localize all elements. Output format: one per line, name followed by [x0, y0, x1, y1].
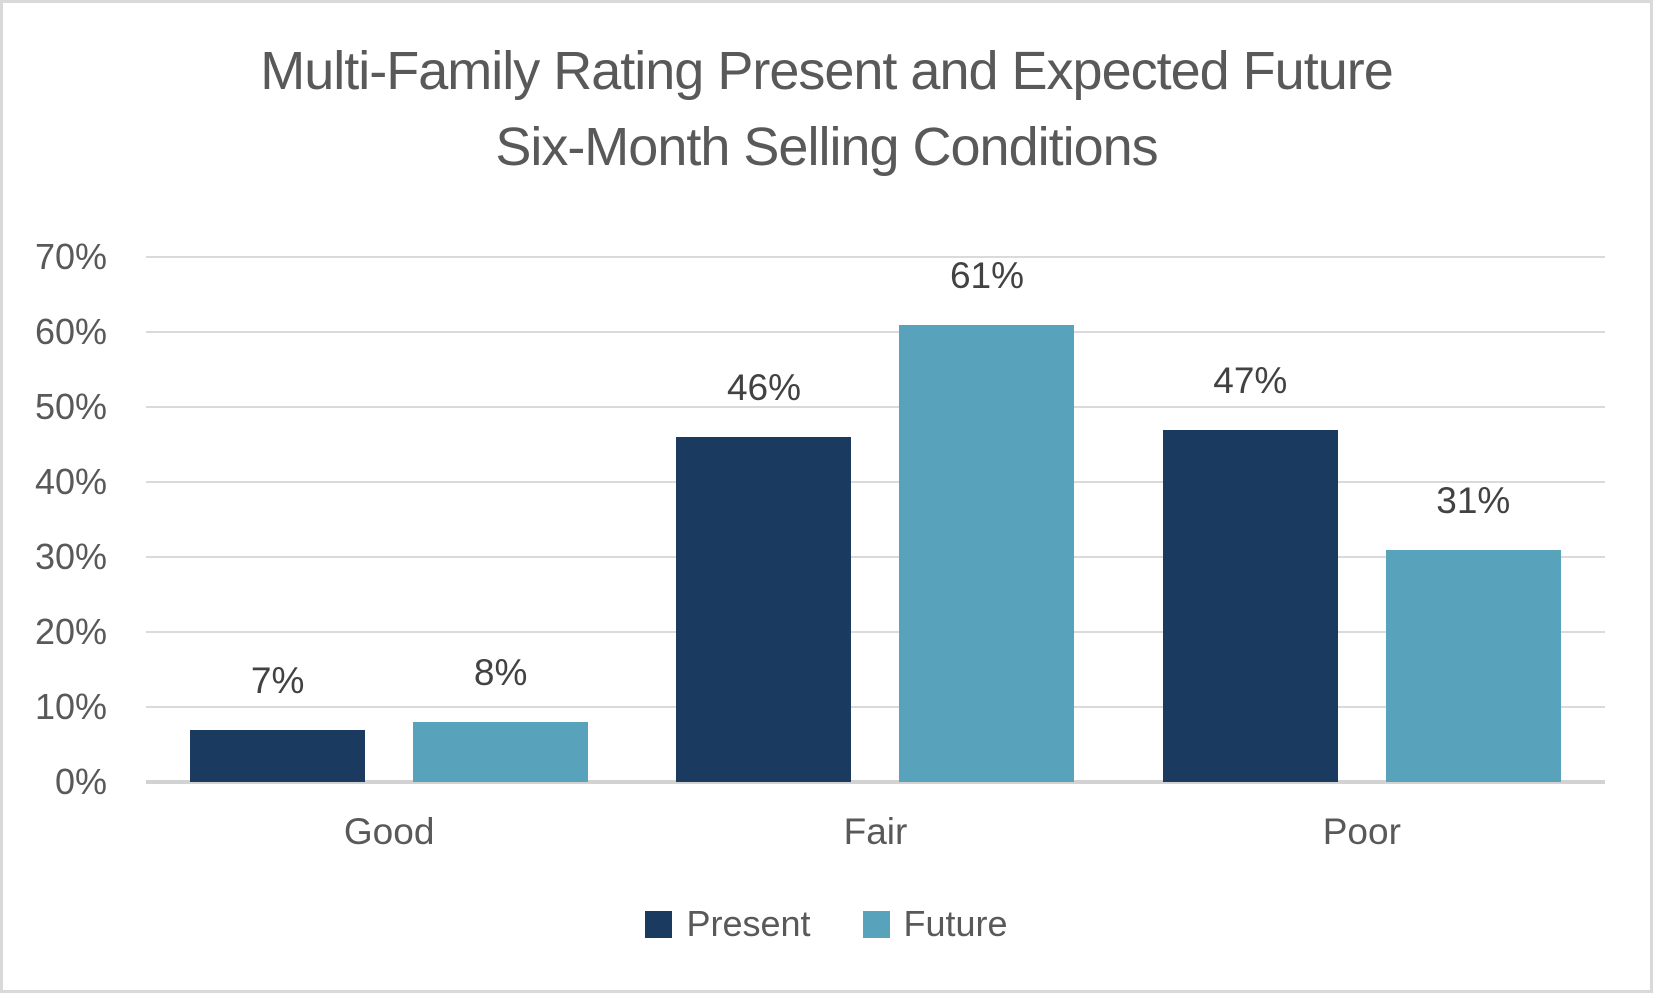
gridline: [146, 556, 1605, 558]
bar-group-poor: 47% 31%: [1119, 257, 1605, 782]
bar-slot: 46%: [676, 257, 852, 782]
bar-pair: 46% 61%: [676, 254, 1075, 782]
gridline: [146, 706, 1605, 709]
bar-slot: 31%: [1385, 257, 1561, 782]
bar-present-fair: [676, 437, 852, 782]
y-axis-tick-labels: 0% 10% 20% 30% 40% 50% 60% 70%: [3, 236, 115, 802]
y-tick-label: 10%: [34, 686, 107, 727]
legend-label-present: Present: [686, 903, 811, 944]
bar-value-label: 47%: [1213, 359, 1288, 401]
chart-title-line-2: Six-Month Selling Conditions: [495, 117, 1158, 177]
legend: Present Future: [3, 903, 1650, 945]
bar-value-label: 8%: [473, 652, 528, 693]
bar-group-fair: 46% 61%: [632, 254, 1118, 782]
bar-future-fair: [899, 324, 1075, 782]
gridline: [146, 256, 1605, 258]
gridline: [146, 406, 1605, 408]
y-tick-label: 0%: [54, 761, 107, 802]
category-label-poor: Poor: [1322, 811, 1401, 852]
bar-value-label: 31%: [1436, 479, 1511, 521]
legend-item-present: Present: [645, 903, 811, 945]
y-tick-label: 30%: [34, 536, 107, 577]
gridline: [146, 631, 1605, 634]
bar-slot: 7%: [190, 257, 366, 782]
bar-future-poor: [1385, 549, 1561, 782]
bar-slot: 47%: [1162, 257, 1338, 782]
bar-value-label: 7%: [250, 659, 305, 701]
chart-title-line-1: Multi-Family Rating Present and Expected…: [260, 41, 1394, 101]
legend-item-future: Future: [862, 903, 1008, 945]
y-tick-label: 40%: [34, 461, 107, 502]
bar-value-label: 46%: [726, 367, 802, 408]
y-tick-label: 20%: [34, 611, 107, 652]
gridline: [146, 331, 1605, 333]
legend-label-future: Future: [903, 903, 1008, 944]
bar-groups: 7% 8% 46% 61% 47% 31%: [146, 254, 1605, 782]
plot-area: 7% 8% 46% 61% 47% 31%: [146, 254, 1605, 784]
chart-title: Multi-Family Rating Present and Expected…: [3, 33, 1650, 185]
category-labels: Good Fair Poor: [146, 811, 1605, 853]
bar-slot: 8%: [413, 257, 589, 782]
bar-present-poor: [1162, 429, 1338, 782]
bar-present-good: [190, 729, 366, 782]
x-axis-line: [146, 780, 1605, 784]
legend-swatch-future: [862, 910, 890, 938]
category-label-good: Good: [343, 811, 435, 852]
bar-future-good: [413, 722, 589, 782]
y-tick-label: 70%: [34, 236, 107, 277]
bar-slot: 61%: [899, 254, 1075, 782]
y-tick-label: 50%: [34, 386, 107, 427]
gridline: [146, 481, 1605, 484]
y-tick-label: 60%: [34, 311, 107, 352]
bar-group-good: 7% 8%: [146, 257, 632, 782]
bar-value-label: 61%: [949, 254, 1025, 296]
legend-swatch-present: [645, 910, 673, 938]
bar-pair: 47% 31%: [1162, 257, 1561, 782]
bar-pair: 7% 8%: [190, 257, 589, 782]
category-label-fair: Fair: [843, 811, 908, 852]
